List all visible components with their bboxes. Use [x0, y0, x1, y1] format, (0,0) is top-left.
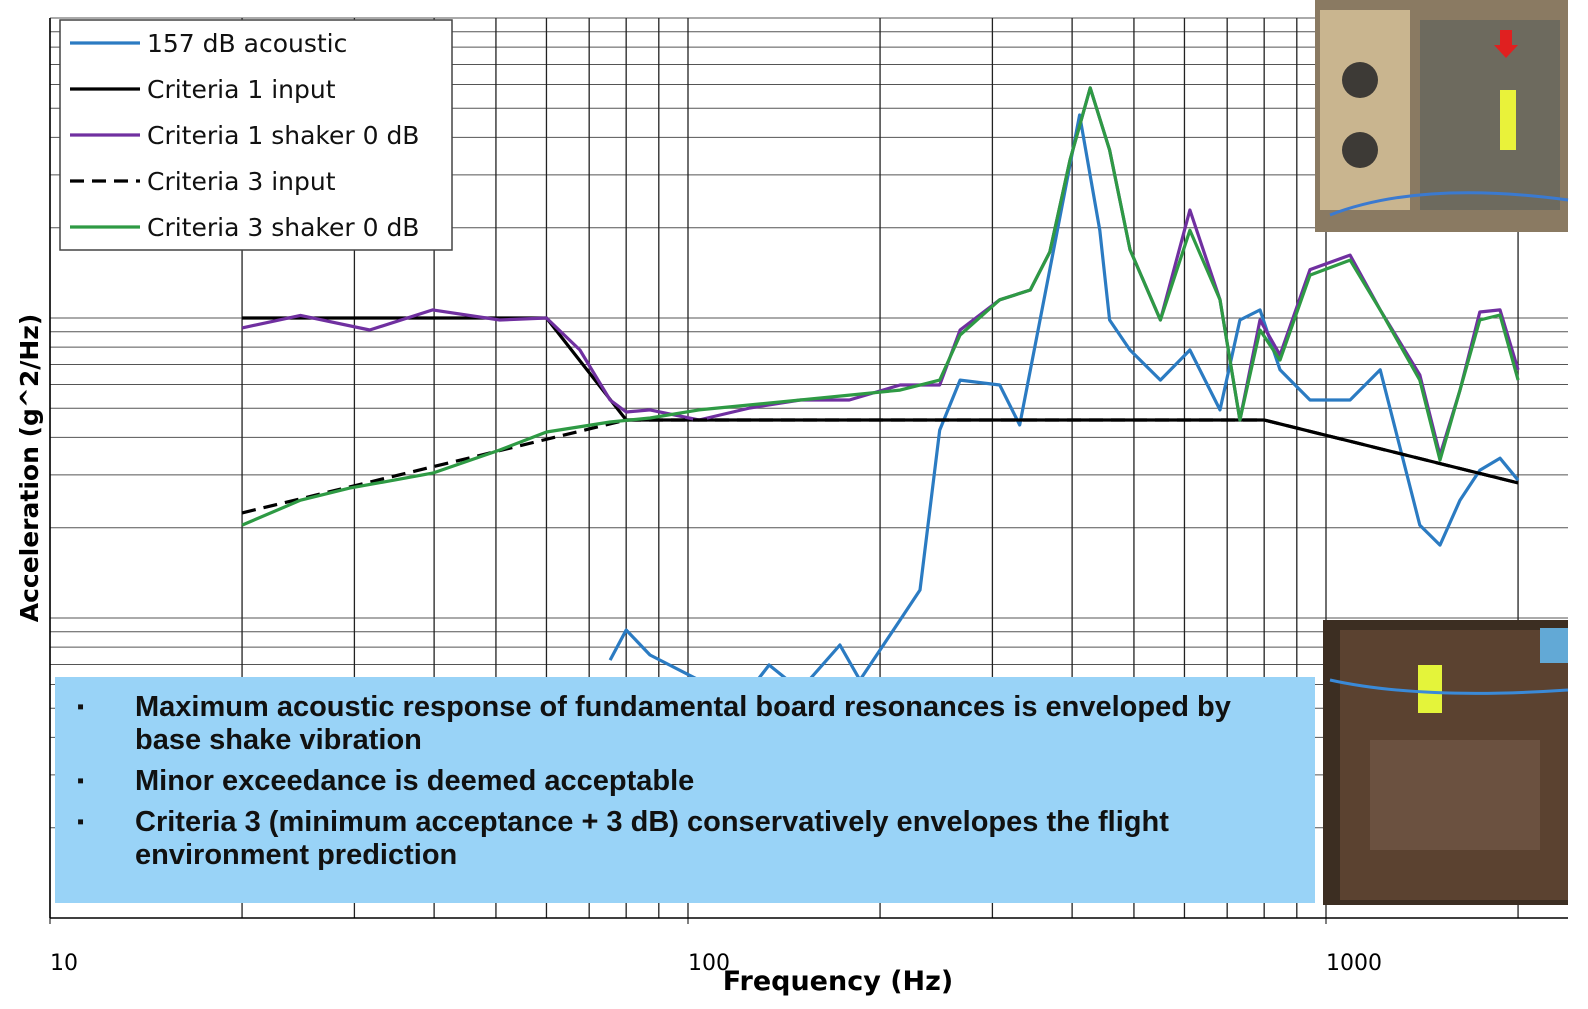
note: ▪Maximum acoustic response of fundamenta…: [77, 691, 1295, 757]
legend-label: Criteria 3 shaker 0 dB: [147, 213, 419, 242]
y-axis-label: Acceleration (g^2/Hz): [15, 314, 44, 623]
x-tick-label: 1000: [1326, 951, 1382, 976]
note-text: Maximum acoustic response of fundamental…: [135, 691, 1295, 757]
legend-label: Criteria 1 shaker 0 dB: [147, 121, 419, 150]
legend-label: 157 dB acoustic: [147, 29, 347, 58]
note-text: Minor exceedance is deemed acceptable: [135, 765, 694, 798]
x-axis-label: Frequency (Hz): [723, 966, 953, 997]
legend-label: Criteria 3 input: [147, 167, 336, 196]
note-text: Criteria 3 (minimum acceptance + 3 dB) c…: [135, 806, 1295, 872]
notes-box: ▪Maximum acoustic response of fundamenta…: [55, 677, 1315, 903]
legend-label: Criteria 1 input: [147, 75, 336, 104]
note: ▪Criteria 3 (minimum acceptance + 3 dB) …: [77, 806, 1295, 872]
note: ▪Minor exceedance is deemed acceptable: [77, 765, 1295, 798]
legend: 157 dB acoustic Criteria 1 input Criteria …: [60, 20, 452, 250]
x-tick-label: 10: [50, 951, 78, 976]
page: 101001000Frequency (Hz)Acceleration (g^2…: [0, 0, 1588, 1009]
